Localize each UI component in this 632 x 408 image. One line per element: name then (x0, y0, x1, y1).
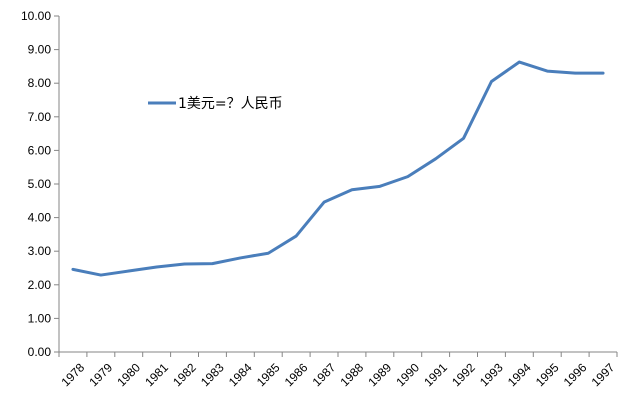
x-tick-label: 1997 (589, 360, 618, 389)
x-axis: 1978 1979 1980 1981 1982 1983 1984 1985 1986 1987… (58, 351, 618, 389)
data-point (462, 137, 465, 140)
x-tick-label: 1995 (533, 360, 562, 389)
y-tick-label: 9.00 (28, 43, 52, 57)
y-tick-label: 7.00 (28, 110, 52, 124)
data-point (211, 262, 214, 265)
y-tick-label: 5.00 (28, 177, 52, 191)
x-tick-label: 1981 (142, 360, 171, 389)
x-tick-label: 1987 (310, 360, 339, 389)
series-area (71, 60, 605, 277)
x-tick-label: 1985 (254, 360, 283, 389)
data-point (183, 262, 186, 266)
data-point (378, 185, 382, 188)
x-tick-label: 1978 (59, 360, 88, 389)
data-point (406, 175, 409, 178)
data-point (99, 273, 103, 277)
x-tick-label: 1994 (505, 360, 534, 389)
y-tick-label: 10.00 (21, 9, 51, 23)
y-tick-label: 6.00 (28, 143, 52, 157)
y-tick-label: 3.00 (28, 244, 52, 258)
data-point (71, 268, 75, 271)
x-tick-label: 1983 (198, 360, 227, 389)
data-point (155, 265, 158, 269)
y-tick-label: 1.00 (28, 311, 52, 325)
data-point (127, 269, 130, 273)
legend-label: 1美元=？人民币 (178, 96, 283, 112)
y-tick-label: 4.00 (28, 211, 52, 225)
x-tick-label: 1992 (449, 360, 478, 389)
data-point (434, 157, 437, 160)
data-point (239, 256, 242, 260)
x-tick-label: 1991 (421, 360, 450, 389)
legend: 1美元=？人民币 (148, 96, 283, 112)
x-tick-label: 1996 (561, 360, 590, 389)
series-line (71, 60, 605, 277)
x-tick-label: 1979 (86, 360, 115, 389)
data-point (267, 252, 270, 255)
x-tick-label: 1980 (114, 360, 143, 389)
y-tick-label: 8.00 (28, 76, 52, 90)
x-tick-label: 1989 (365, 360, 394, 389)
y-axis: 0.00 1.00 2.00 3.00 4.00 5.00 6.00 7.00 8.00 9.00… (21, 9, 60, 359)
data-point (546, 69, 549, 73)
data-point (601, 71, 605, 75)
x-tick-label: 1993 (477, 360, 506, 389)
data-point (518, 60, 521, 64)
data-point (322, 200, 326, 204)
x-tick-label: 1986 (282, 360, 311, 389)
data-point (350, 188, 354, 191)
x-tick-label: 1990 (393, 360, 422, 389)
x-tick-label: 1982 (170, 360, 199, 389)
x-tick-label: 1988 (338, 360, 367, 389)
x-tick-label: 1984 (226, 360, 255, 389)
data-point (490, 80, 493, 83)
data-point (573, 71, 577, 75)
data-point (294, 234, 298, 238)
y-tick-label: 2.00 (28, 278, 52, 292)
y-tick-label: 0.00 (28, 345, 52, 359)
